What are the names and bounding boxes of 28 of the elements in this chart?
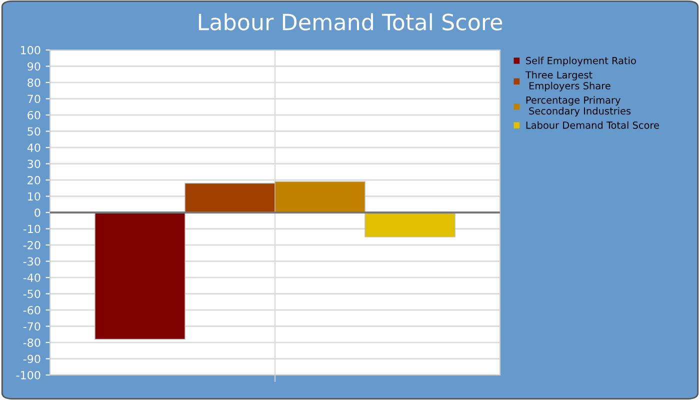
y-tick-label: -90 [23, 354, 40, 364]
bar [94, 212, 186, 340]
y-tick-label: -80 [23, 338, 40, 347]
legend-label: Labour Demand Total Score [526, 121, 659, 129]
y-tick-label: -60 [23, 306, 40, 314]
legend-label: Three Largest Employers Share [525, 71, 610, 92]
y-tick-label: 20 [28, 176, 40, 184]
y-tick-label: 40 [27, 143, 40, 152]
y-tick-label: 80 [28, 78, 40, 87]
y-tick-label: 90 [28, 62, 40, 71]
bar [364, 212, 456, 238]
y-tick-label: -10 [23, 224, 40, 234]
legend-label: Self Employment Ratio [526, 56, 636, 66]
y-tick-label: -70 [23, 322, 40, 331]
y-tick-label: -50 [23, 290, 40, 298]
y-tick-label: -40 [23, 273, 40, 282]
y-tick-label: -30 [23, 257, 40, 266]
chart-title: Labour Demand Total Score [198, 13, 502, 30]
y-tick-label: 0 [34, 208, 40, 217]
y-tick-label: -20 [23, 240, 40, 250]
y-tick-label: -100 [16, 370, 40, 380]
y-tick-label: 30 [28, 160, 40, 168]
y-tick-label: 10 [28, 192, 40, 201]
y-tick-label: 60 [28, 110, 40, 120]
y-tick-label: 70 [28, 94, 40, 104]
y-tick-label: 100 [20, 46, 40, 54]
legend-label: Percentage Primary Secondary Industries [526, 96, 631, 116]
y-tick-label: 50 [28, 127, 40, 136]
